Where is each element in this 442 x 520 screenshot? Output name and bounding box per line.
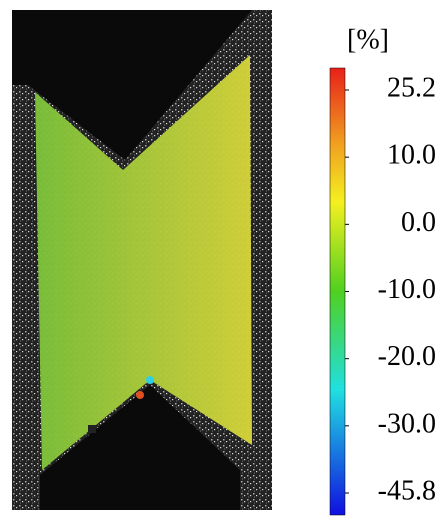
colorbar	[329, 67, 346, 516]
tick-label: -30.0	[378, 408, 436, 439]
tick-label: 25.2	[387, 72, 436, 103]
colorbar-unit: [%]	[347, 24, 389, 55]
tick-label: -10.0	[378, 274, 436, 305]
tick-label: -45.8	[378, 475, 436, 506]
tick-label: -20.0	[378, 341, 436, 372]
tick-label: 0.0	[401, 207, 436, 238]
specimen-image	[12, 10, 272, 510]
colorbar-ticks: 25.2 10.0 0.0 -10.0 -20.0 -30.0 -45.8	[345, 72, 436, 506]
tick-label: 10.0	[387, 140, 436, 171]
